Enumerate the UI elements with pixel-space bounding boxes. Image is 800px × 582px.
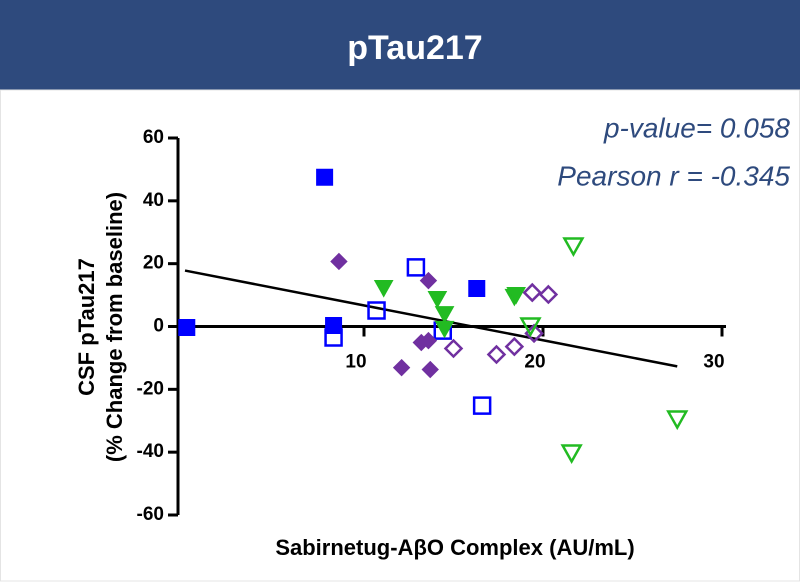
point [443, 338, 464, 359]
point [392, 358, 411, 377]
point [486, 344, 507, 365]
point [324, 328, 343, 347]
point [538, 284, 559, 305]
trend-line [184, 269, 678, 368]
point [178, 318, 196, 336]
x-axis-label: Sabirnetug-AβO Complex (AU/mL) [275, 535, 634, 560]
point [421, 360, 439, 379]
x-tick-label: 20 [524, 352, 545, 373]
point [325, 317, 343, 335]
point [560, 444, 583, 465]
point [562, 237, 585, 257]
y-tick-label: 40 [143, 190, 164, 211]
point [468, 279, 486, 297]
y-tick-label: 60 [143, 127, 164, 148]
y-tick-label: -60 [137, 504, 164, 525]
point [367, 301, 386, 320]
x-tick-label: 30 [703, 352, 724, 373]
y-tick-label: 20 [143, 253, 164, 274]
chart-title: pTau217 [347, 29, 482, 67]
point [419, 271, 438, 290]
x-tick-label: 10 [345, 352, 366, 373]
point [434, 320, 455, 339]
y-tick-label: 0 [153, 316, 164, 337]
point [427, 291, 448, 309]
point [434, 306, 455, 324]
point [472, 396, 492, 415]
point [666, 410, 689, 431]
point [373, 280, 394, 298]
point [330, 252, 348, 271]
point [522, 282, 543, 303]
point [506, 286, 527, 305]
point [406, 258, 426, 277]
point [419, 331, 438, 350]
annotation: Pearson r = -0.345 [557, 160, 790, 191]
y-tick-label: -40 [137, 441, 164, 462]
y-tick-label: -20 [137, 378, 164, 399]
y-axis-label: (% Change from baseline) [102, 192, 127, 462]
point [316, 168, 334, 186]
point [504, 336, 525, 357]
y-axis-label: CSF pTau217 [74, 258, 99, 396]
header-bar [0, 0, 800, 90]
point [519, 317, 542, 338]
annotation: p-value= 0.058 [603, 112, 790, 143]
